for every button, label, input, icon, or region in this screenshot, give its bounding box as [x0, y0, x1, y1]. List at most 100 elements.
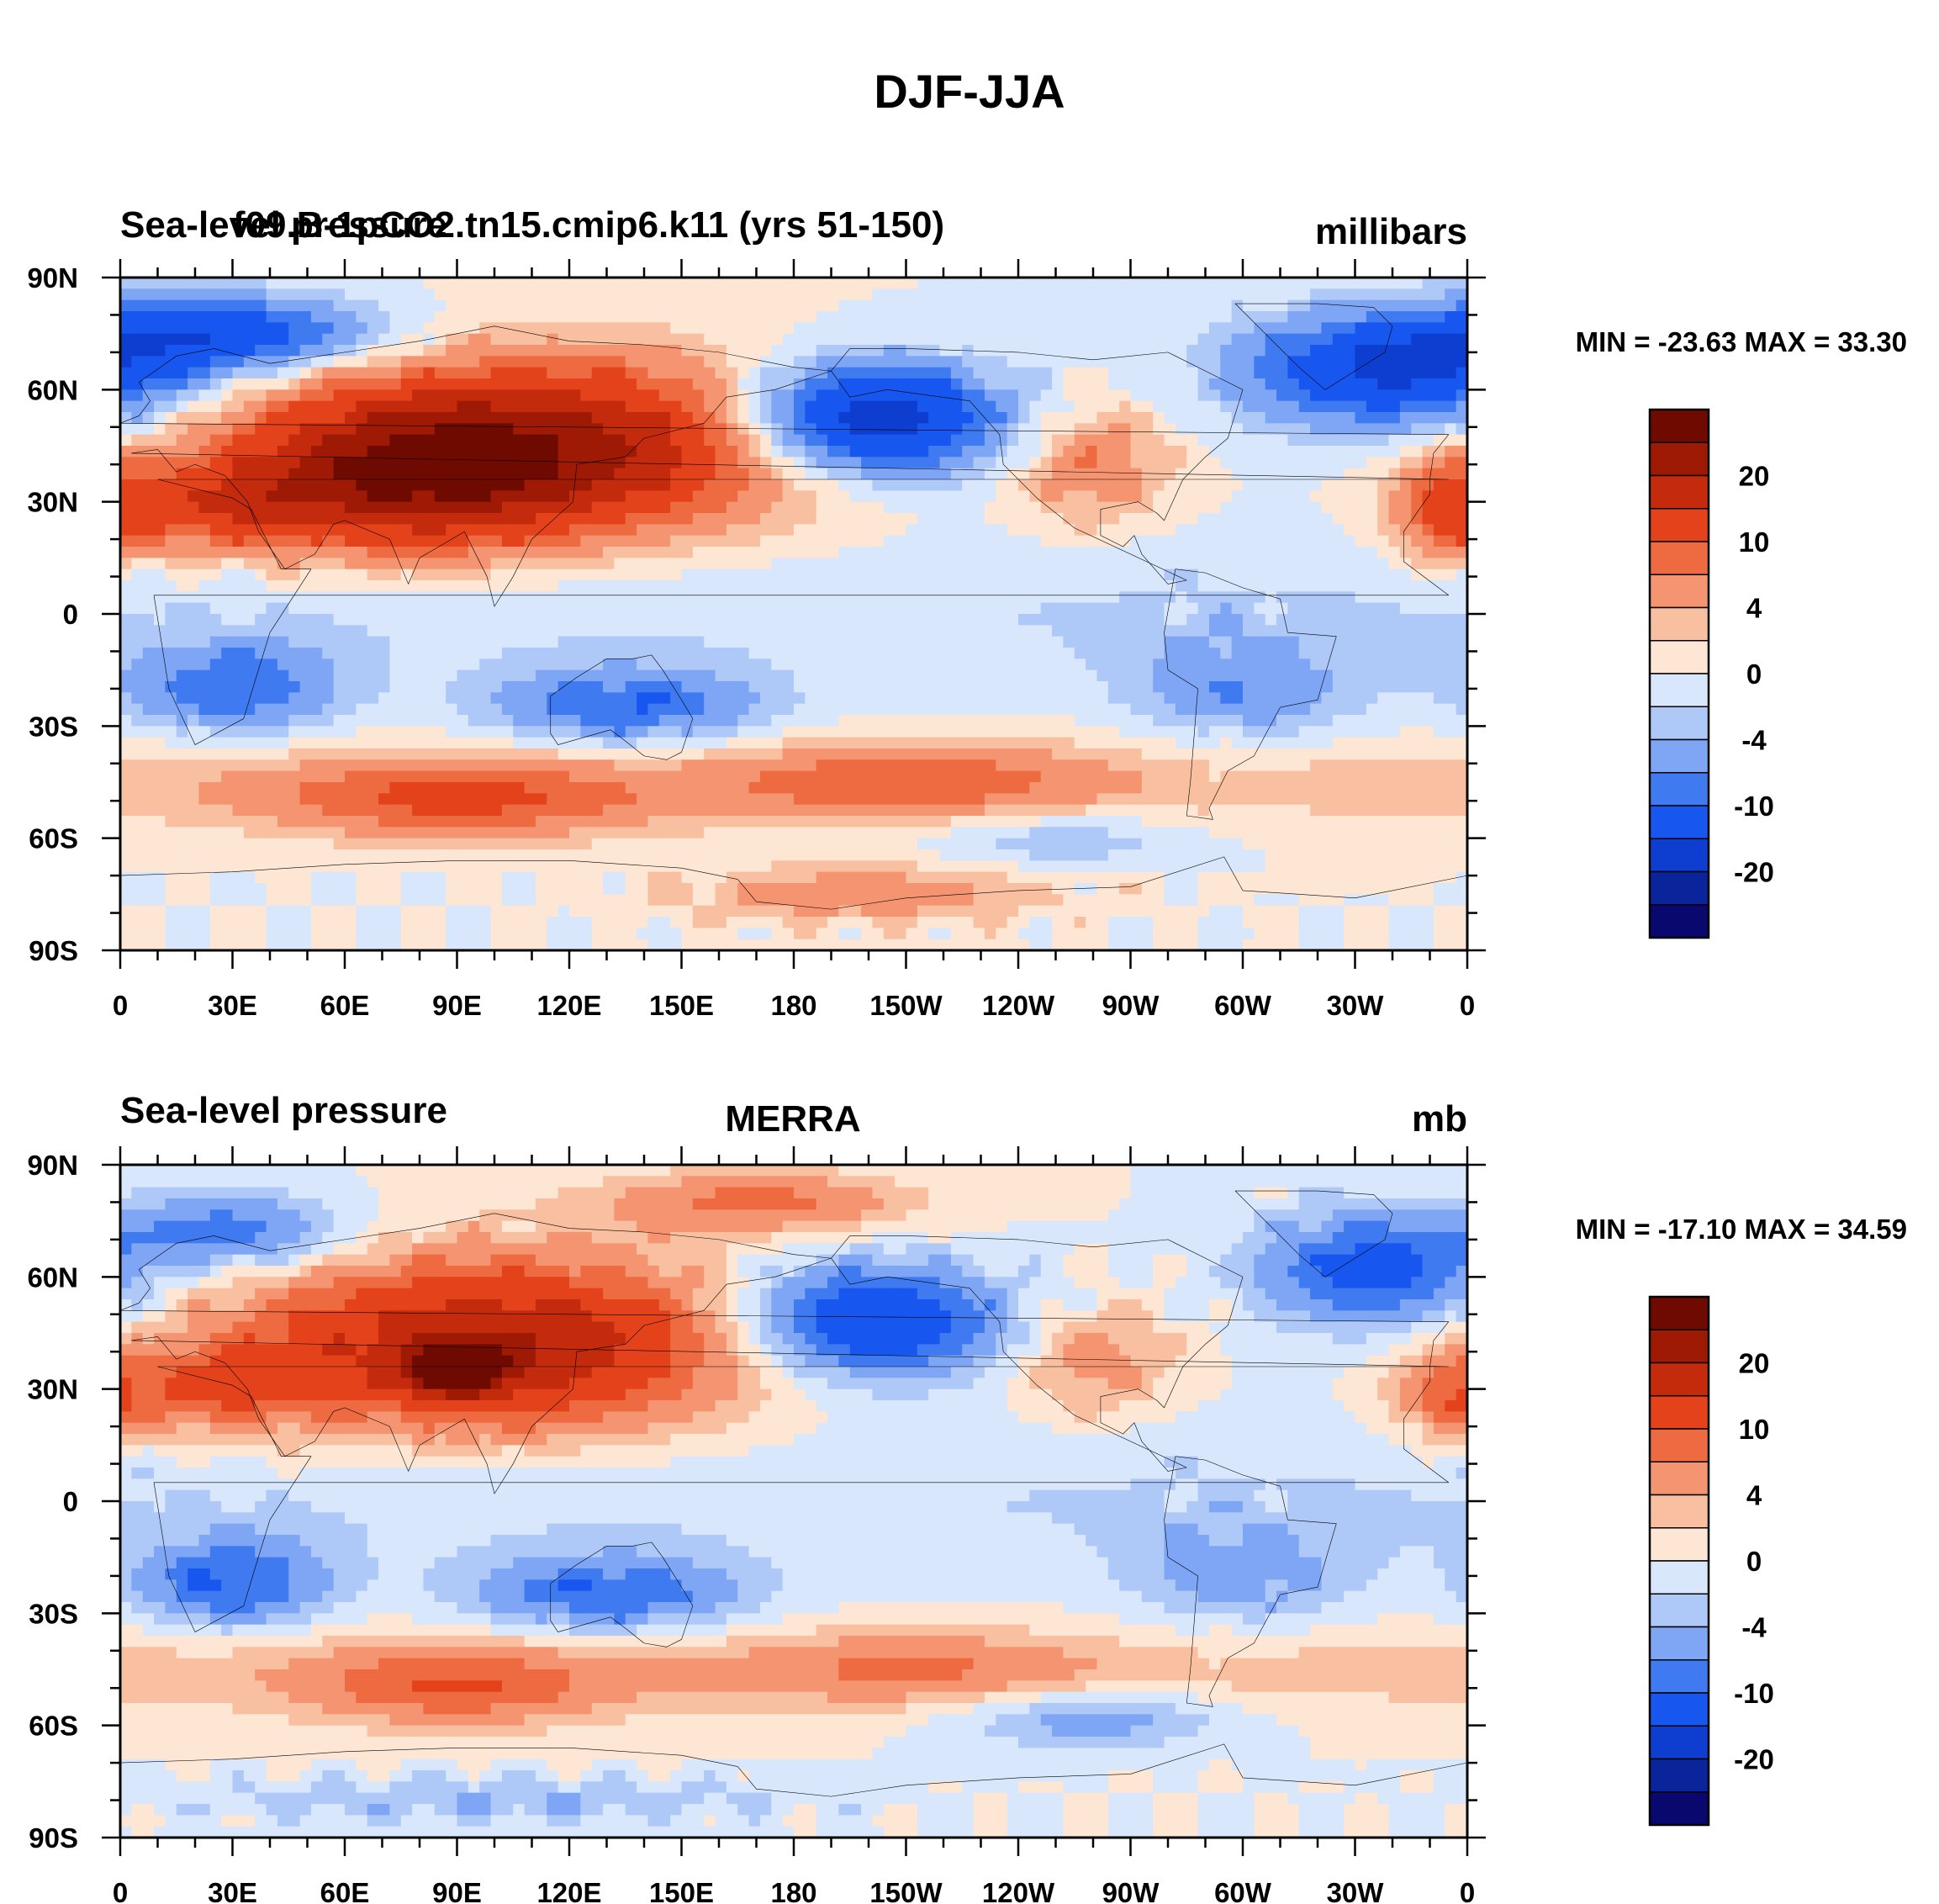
- contour-cell: [165, 681, 301, 694]
- contour-cell: [120, 625, 369, 637]
- contour-cell: [984, 1277, 1031, 1289]
- contour-cell: [984, 928, 997, 940]
- contour-cell: [670, 1232, 773, 1245]
- contour-cell: [479, 1209, 616, 1222]
- contour-cell: [737, 457, 762, 469]
- contour-cell: [996, 759, 1110, 772]
- contour-cell: [670, 501, 728, 515]
- contour-cell: [670, 692, 705, 705]
- contour-cell: [637, 1624, 728, 1637]
- contour-cell: [188, 1321, 234, 1335]
- contour-cell: [1164, 692, 1222, 705]
- contour-cell: [446, 333, 470, 346]
- contour-cell: [805, 692, 1110, 705]
- contour-cell: [232, 1647, 335, 1659]
- contour-cell: [748, 703, 795, 717]
- contour-cell: [1040, 1714, 1154, 1727]
- contour-cell: [468, 715, 515, 727]
- contour-cell: [255, 1232, 301, 1245]
- contour-cell: [446, 1434, 481, 1447]
- contour-cell: [827, 446, 852, 458]
- contour-cell: [603, 871, 627, 885]
- contour-cell: [883, 535, 1043, 548]
- contour-cell: [1018, 905, 1211, 918]
- contour-cell: [120, 793, 200, 806]
- contour-cell: [917, 1288, 964, 1301]
- contour-cell: [1197, 602, 1222, 616]
- contour-cell: [726, 1266, 739, 1278]
- contour-cell: [400, 1411, 605, 1424]
- contour-cell: [221, 389, 234, 402]
- contour-cell: [1456, 871, 1467, 885]
- contour-cell: [243, 1770, 267, 1783]
- y-tick-label: 60S: [29, 1711, 78, 1742]
- contour-cell: [209, 1299, 246, 1312]
- contour-cell: [1298, 1781, 1345, 1794]
- contour-cell: [131, 1388, 166, 1402]
- contour-cell: [356, 1344, 369, 1357]
- contour-cell: [1411, 1367, 1435, 1379]
- colorbar-label: -4: [1741, 725, 1767, 756]
- contour-cell: [816, 1624, 1031, 1637]
- contour-cell: [771, 423, 784, 436]
- contour-cell: [1243, 838, 1467, 851]
- contour-cell: [917, 1344, 964, 1357]
- contour-cell: [1074, 883, 1098, 896]
- contour-cell: [547, 793, 638, 806]
- contour-cell: [524, 1636, 728, 1648]
- contour-cell: [457, 1759, 492, 1772]
- contour-cell: [120, 1209, 212, 1222]
- contour-cell: [759, 1299, 773, 1312]
- contour-cell: [412, 1333, 537, 1346]
- contour-cell: [782, 434, 806, 447]
- colorbar-frame: [1648, 408, 1710, 939]
- contour-cell: [748, 468, 773, 481]
- contour-cell: [759, 367, 806, 380]
- contour-cell: [310, 928, 357, 940]
- contour-cell: [120, 1489, 166, 1503]
- contour-cell: [1074, 1367, 1144, 1379]
- contour-cell: [973, 883, 1054, 896]
- contour-cell: [209, 356, 246, 368]
- contour-cell: [759, 1815, 784, 1827]
- contour-cell: [120, 1422, 178, 1436]
- contour-cell: [1130, 446, 1188, 458]
- contour-cell: [1208, 804, 1312, 817]
- contour-cell: [176, 1804, 212, 1817]
- contour-cell: [1321, 1579, 1368, 1592]
- contour-cell: [232, 535, 246, 548]
- contour-cell: [120, 1232, 256, 1245]
- contour-cell: [1433, 434, 1467, 447]
- contour-cell: [1433, 905, 1467, 918]
- contour-cell: [1433, 524, 1467, 537]
- contour-cell: [759, 1288, 773, 1301]
- contour-cell: [1197, 1792, 1255, 1806]
- contour-cell: [1107, 1333, 1188, 1346]
- contour-cell: [1298, 1277, 1334, 1289]
- contour-cell: [1243, 726, 1301, 738]
- contour-cell: [704, 1815, 716, 1827]
- contour-cell: [120, 827, 246, 839]
- contour-cell: [1287, 1792, 1356, 1806]
- contour-cell: [457, 1232, 492, 1245]
- contour-cell: [535, 894, 649, 907]
- contour-cell: [299, 1266, 313, 1278]
- contour-cell: [1254, 1804, 1301, 1817]
- contour-cell: [1355, 322, 1467, 335]
- contour-cell: [547, 1232, 594, 1245]
- contour-cell: [535, 1333, 627, 1346]
- contour-cell: [950, 468, 986, 481]
- contour-cell: [1298, 648, 1467, 660]
- contour-cell: [1063, 1804, 1110, 1817]
- contour-cell: [1086, 658, 1154, 671]
- contour-cell: [973, 894, 1065, 907]
- contour-cell: [221, 1815, 256, 1827]
- contour-cell: [1153, 1815, 1199, 1827]
- contour-cell: [479, 1770, 504, 1783]
- contour-cell: [1388, 513, 1413, 526]
- contour-cell: [1096, 883, 1121, 896]
- contour-cell: [513, 737, 605, 750]
- contour-cell: [591, 1232, 649, 1245]
- contour-cell: [726, 1636, 840, 1648]
